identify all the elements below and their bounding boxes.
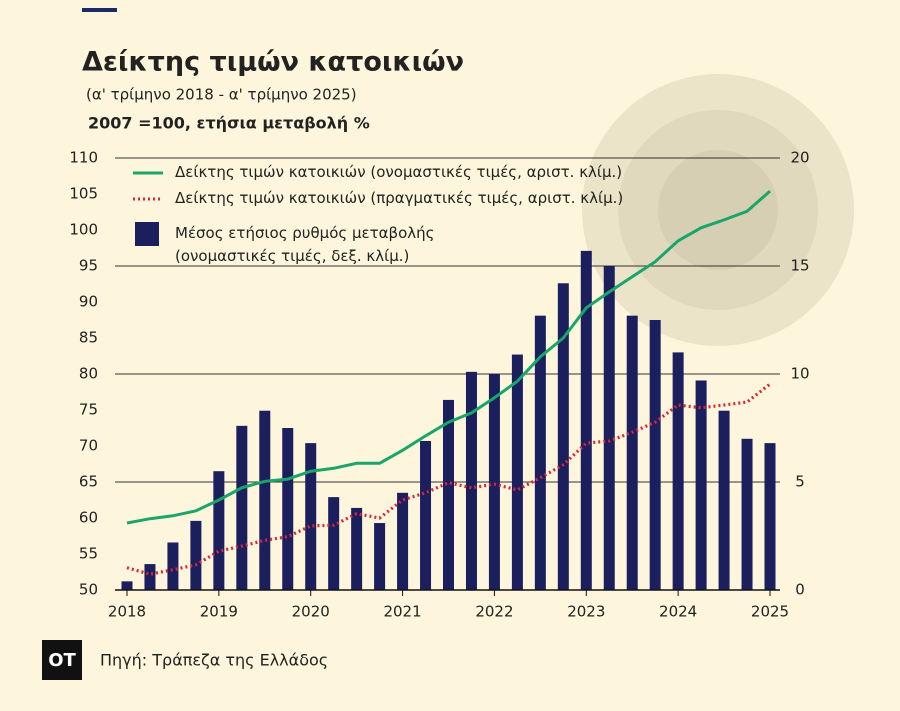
bar xyxy=(580,250,592,590)
y-tick-label: 70 xyxy=(79,437,98,455)
bar xyxy=(282,428,294,590)
bar xyxy=(741,438,753,590)
bar xyxy=(626,315,638,590)
legend-label: Δείκτης τιμών κατοικιών (ονομαστικές τιμ… xyxy=(175,163,623,181)
y2-tick-label: 10 xyxy=(790,365,809,383)
y-tick-label: 75 xyxy=(79,401,98,419)
bar xyxy=(534,315,546,590)
bar xyxy=(236,425,248,590)
y2-tick-label: 15 xyxy=(790,257,809,275)
bar xyxy=(488,374,500,590)
y-tick-label: 90 xyxy=(79,293,98,311)
y-tick-label: 60 xyxy=(79,509,98,527)
x-tick-label: 2020 xyxy=(292,603,330,621)
bar xyxy=(511,354,523,590)
decor-circle xyxy=(658,150,778,270)
y-tick-label: 50 xyxy=(79,581,98,599)
y-tick-label: 95 xyxy=(79,257,98,275)
bar xyxy=(328,497,340,590)
bar xyxy=(259,410,271,590)
y2-tick-label: 0 xyxy=(795,581,805,599)
bar xyxy=(443,399,454,590)
x-tick-label: 2019 xyxy=(200,603,238,621)
y-tick-label: 80 xyxy=(79,365,98,383)
source: Πηγή: Τράπεζα της Ελλάδος xyxy=(100,651,328,670)
accent-bar xyxy=(82,8,117,12)
x-tick-label: 2021 xyxy=(383,603,421,621)
legend-swatch xyxy=(135,222,159,246)
bar xyxy=(213,471,225,590)
y-tick-label: 65 xyxy=(79,473,98,491)
y2-tick-label: 20 xyxy=(790,149,809,167)
bar xyxy=(603,266,615,590)
series-line xyxy=(126,189,771,525)
bar xyxy=(144,564,156,590)
bar xyxy=(695,380,707,590)
legend-label: Δείκτης τιμών κατοικιών (πραγματικές τιμ… xyxy=(175,189,624,207)
x-tick-label: 2018 xyxy=(108,603,146,621)
x-tick-label: 2024 xyxy=(659,603,697,621)
x-tick-label: 2023 xyxy=(567,603,605,621)
y-tick-label: 85 xyxy=(79,329,98,347)
bar xyxy=(764,443,776,590)
series-line xyxy=(126,382,771,576)
y-tick-label: 105 xyxy=(69,185,98,203)
y-tick-label: 55 xyxy=(79,545,98,563)
bar xyxy=(420,440,432,590)
bar xyxy=(718,410,730,590)
bar xyxy=(121,581,133,590)
x-tick-label: 2022 xyxy=(475,603,513,621)
bar xyxy=(374,523,386,590)
bar xyxy=(167,542,179,590)
bar xyxy=(190,520,202,590)
logo: OT xyxy=(48,650,76,671)
bar xyxy=(649,320,661,590)
axis-note: 2007 =100, ετήσια μεταβολή % xyxy=(88,114,370,133)
bar xyxy=(672,352,684,590)
y-tick-label: 100 xyxy=(69,221,98,239)
bar xyxy=(557,283,569,590)
y-tick-label: 110 xyxy=(69,149,98,167)
y2-tick-label: 5 xyxy=(795,473,805,491)
chart-title: Δείκτης τιμών κατοικιών xyxy=(82,47,464,78)
bar xyxy=(465,371,477,590)
bar xyxy=(397,492,409,590)
legend-label: Μέσος ετήσιος ρυθμός μεταβολής (ονομαστι… xyxy=(175,224,435,265)
bar xyxy=(351,507,363,590)
logo-box xyxy=(42,640,82,680)
x-tick-label: 2025 xyxy=(751,603,789,621)
bar xyxy=(305,443,317,590)
subtitle: (α' τρίμηνο 2018 - α' τρίμηνο 2025) xyxy=(86,86,357,104)
